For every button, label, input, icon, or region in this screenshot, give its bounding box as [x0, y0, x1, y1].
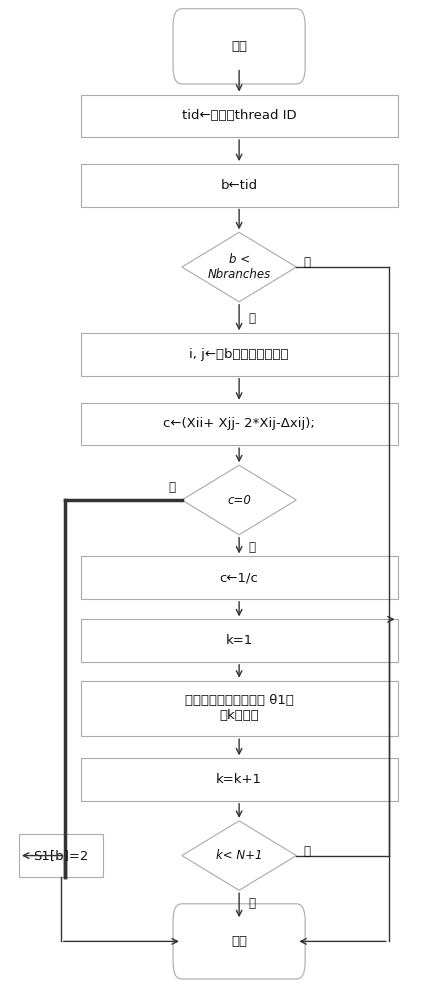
Text: c←(Xii+ Xjj- 2*Xij-Δxij);: c←(Xii+ Xjj- 2*Xij-Δxij);	[163, 417, 315, 430]
Text: tid←线程号thread ID: tid←线程号thread ID	[182, 109, 296, 122]
FancyBboxPatch shape	[19, 834, 103, 877]
FancyBboxPatch shape	[173, 904, 305, 979]
Text: b←tid: b←tid	[221, 179, 258, 192]
Polygon shape	[182, 465, 296, 535]
Text: S1[b]=2: S1[b]=2	[33, 849, 89, 862]
Text: 结束: 结束	[231, 935, 247, 948]
FancyBboxPatch shape	[81, 95, 397, 137]
Text: i, j←第b条支路节点编号: i, j←第b条支路节点编号	[189, 348, 289, 361]
Text: 开始: 开始	[231, 40, 247, 53]
Text: k< N+1: k< N+1	[216, 849, 262, 862]
FancyBboxPatch shape	[173, 9, 305, 84]
Text: c=0: c=0	[227, 493, 251, 506]
Text: 否: 否	[248, 541, 255, 554]
Text: k=1: k=1	[225, 634, 253, 647]
Text: k=k+1: k=k+1	[216, 773, 262, 786]
Text: c←1/c: c←1/c	[220, 571, 259, 584]
Text: 是: 是	[248, 312, 255, 325]
Text: 是: 是	[303, 845, 310, 858]
FancyBboxPatch shape	[81, 403, 397, 445]
Text: 是: 是	[168, 481, 175, 494]
FancyBboxPatch shape	[81, 164, 397, 207]
Text: b <
Nbranches: b < Nbranches	[207, 253, 271, 281]
Text: 否: 否	[248, 897, 255, 910]
FancyBboxPatch shape	[81, 681, 397, 736]
FancyBboxPatch shape	[81, 758, 397, 801]
FancyBboxPatch shape	[81, 556, 397, 599]
FancyBboxPatch shape	[81, 619, 397, 662]
Polygon shape	[182, 821, 296, 890]
Text: 否: 否	[303, 256, 310, 269]
FancyBboxPatch shape	[81, 333, 397, 376]
Polygon shape	[182, 232, 296, 302]
Text: 计算节点电压相角向量 θ1的
第k个元素: 计算节点电压相角向量 θ1的 第k个元素	[185, 694, 294, 722]
